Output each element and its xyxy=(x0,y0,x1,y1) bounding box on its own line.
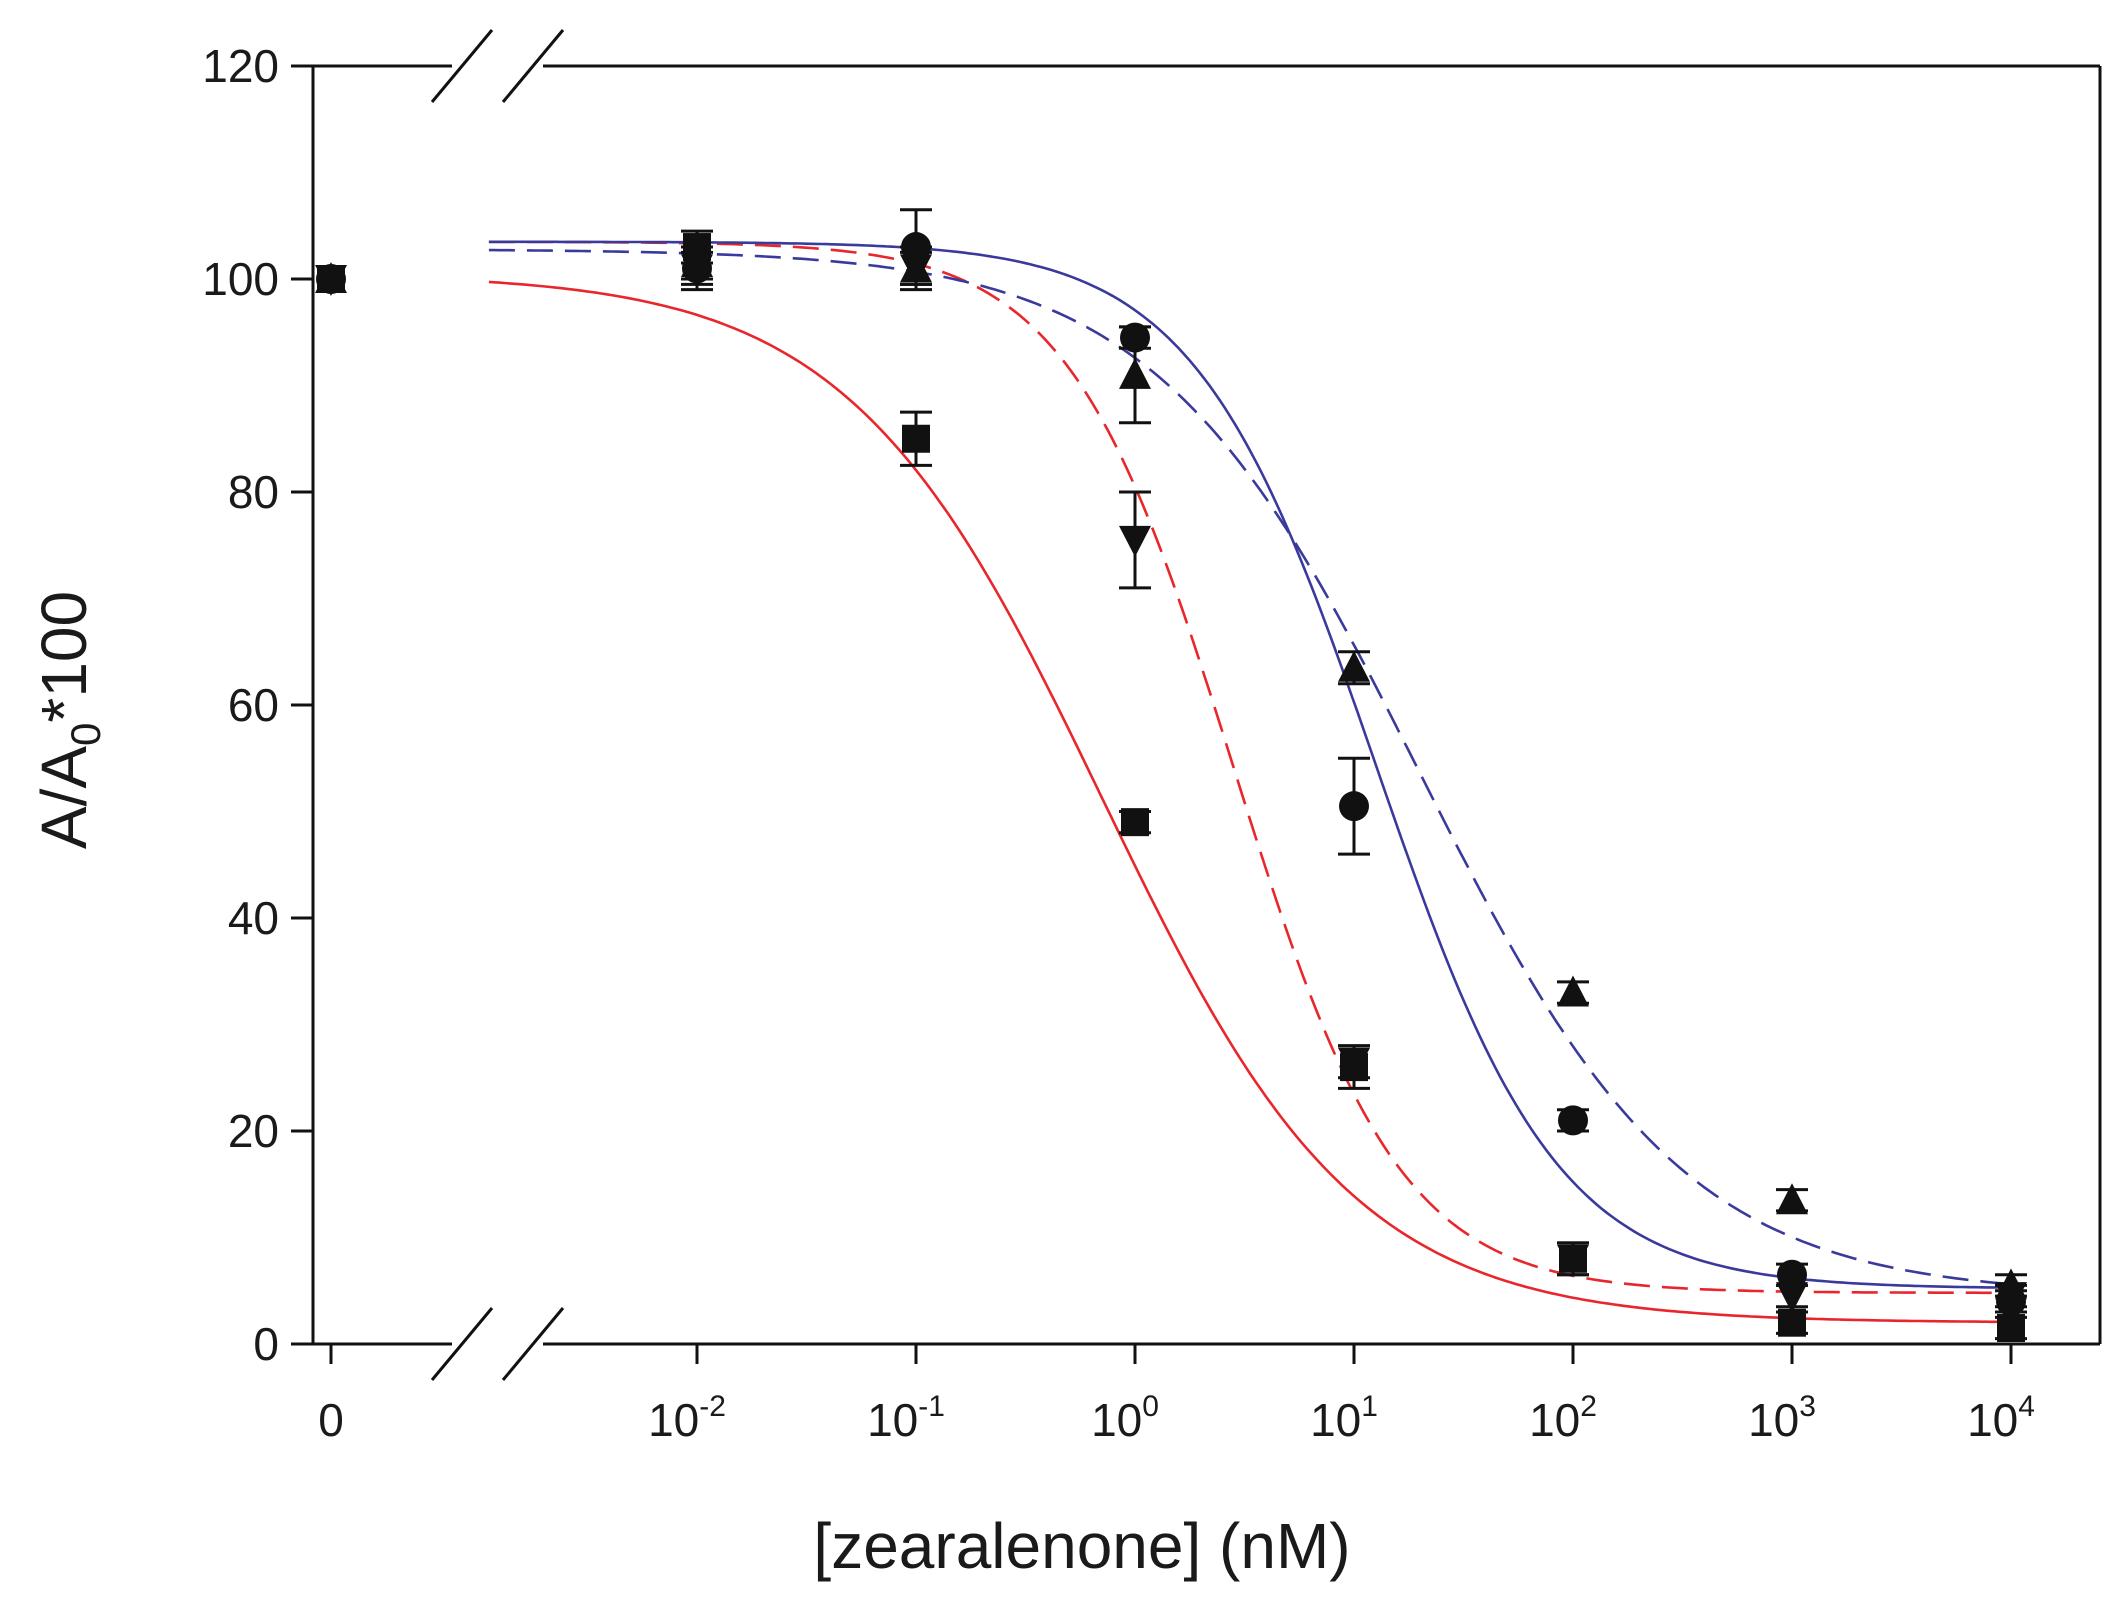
x-tick-exponent: 0 xyxy=(1142,1390,1159,1423)
axes xyxy=(291,29,2102,1381)
y-tick-label: 120 xyxy=(202,40,279,92)
axis-break-slash-top-2 xyxy=(501,29,565,103)
data-point-up-triangles xyxy=(1338,650,1370,682)
x-tick-exponent: -1 xyxy=(918,1390,945,1423)
data-point-down-triangles xyxy=(1776,1282,1808,1314)
data-point-up-triangles xyxy=(1776,1183,1808,1215)
data-point-squares xyxy=(902,424,930,453)
data-point-down-triangles xyxy=(1338,1047,1370,1079)
axis-break-slash-bottom-1 xyxy=(430,1307,494,1381)
data-point-circles xyxy=(1339,791,1369,822)
x-tick-base: 10 xyxy=(648,1394,699,1446)
y-tick-label: 60 xyxy=(228,679,279,731)
axis-break-slash-bottom-2 xyxy=(501,1307,565,1381)
x-tick-label: 10-1 xyxy=(867,1390,945,1446)
x-tick-label: 10-2 xyxy=(648,1390,726,1446)
data-point-circles xyxy=(1777,1259,1807,1290)
y-axis-title-subscript: 0 xyxy=(62,723,109,746)
x-tick-exponent: 4 xyxy=(2018,1390,2035,1423)
data-point-up-triangles xyxy=(900,251,932,283)
fit-curve-up-triangles xyxy=(488,248,2023,1287)
data-point-up-triangles xyxy=(1119,357,1151,389)
x-tick-base: 10 xyxy=(1967,1394,2018,1446)
y-tick-label: 40 xyxy=(228,892,279,944)
x-tick-exponent: 3 xyxy=(1799,1390,1816,1423)
axis-break-slash-top-1 xyxy=(430,29,494,103)
y-axis-title-suffix: *100 xyxy=(28,591,100,723)
data-point-squares xyxy=(1121,808,1149,837)
x-tick-base: 10 xyxy=(1748,1394,1799,1446)
y-tick-label: 20 xyxy=(228,1105,279,1157)
x-tick-label: 104 xyxy=(1967,1390,2035,1446)
data-point-squares xyxy=(1997,1314,2025,1343)
data-point-circles xyxy=(1558,1105,1588,1136)
x-tick-base: 10 xyxy=(867,1394,918,1446)
x-tick-base: 10 xyxy=(1310,1394,1361,1446)
data-point-squares xyxy=(1778,1308,1806,1337)
x-tick-base: 10 xyxy=(1529,1394,1580,1446)
x-tick-base: 10 xyxy=(1091,1394,1142,1446)
fit-curve-squares xyxy=(488,280,2023,1324)
x-tick-exponent: -2 xyxy=(699,1390,726,1423)
data-points xyxy=(315,208,2027,1343)
y-axis-title: A/A0*100 xyxy=(28,591,109,849)
x-tick-label: 102 xyxy=(1529,1390,1597,1446)
data-point-up-triangles xyxy=(1995,1268,2027,1300)
y-tick-label: 100 xyxy=(202,253,279,305)
fit-curve-down-triangles xyxy=(488,240,2022,1295)
data-point-up-triangles-zero xyxy=(315,262,347,293)
x-tick-exponent: 2 xyxy=(1580,1390,1597,1423)
y-tick-label: 0 xyxy=(253,1318,279,1370)
fit-curves xyxy=(488,240,2023,1324)
data-point-down-triangles xyxy=(1119,525,1151,557)
data-point-up-triangles xyxy=(681,246,713,278)
data-point-up-triangles xyxy=(1557,975,1589,1007)
data-point-down-triangles xyxy=(1557,1244,1589,1276)
x-tick-label: 0 xyxy=(318,1394,344,1446)
x-axis-title: [zearalenone] (nM) xyxy=(813,1510,1350,1582)
x-tick-label: 103 xyxy=(1748,1390,1816,1446)
x-tick-label: 100 xyxy=(1091,1390,1159,1446)
x-tick-exponent: 1 xyxy=(1361,1390,1378,1423)
y-axis-title-main: A/A xyxy=(28,746,100,849)
y-tick-label: 80 xyxy=(228,466,279,518)
x-tick-label: 101 xyxy=(1310,1390,1378,1446)
fit-curve-circles xyxy=(488,240,2023,1290)
